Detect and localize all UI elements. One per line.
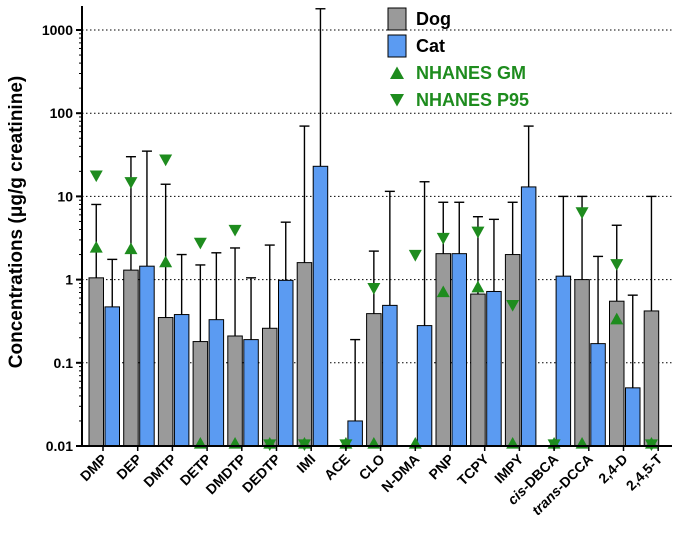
- y-tick-label: 0.01: [46, 438, 73, 454]
- dog-IMPY-bar: [504, 254, 521, 447]
- dog-DETP-bar: [192, 341, 209, 447]
- dog-TCPY-bar: [470, 293, 486, 447]
- nhanes-gm-marker-DMTP: [159, 255, 173, 268]
- legend-label: Dog: [416, 9, 451, 29]
- cat-2,4-D-bar: [625, 387, 641, 447]
- axes: [81, 6, 672, 451]
- dog-IMI-bar: [296, 262, 313, 447]
- nhanes-p95-marker-DETP: [193, 237, 207, 250]
- dog-PNP-bar: [435, 253, 451, 447]
- dog-DEP-bar: [123, 269, 139, 447]
- nhanes-p95-marker-2,4-D: [610, 259, 624, 271]
- cat-trans-DCCA-bar: [590, 343, 606, 447]
- nhanes-p95-marker-DEP: [124, 177, 138, 189]
- cat-cis-DBCA-bar: [555, 275, 572, 447]
- dog-trans-DCCA-bar: [574, 279, 590, 447]
- y-ticks: 0.01 0.1 1 10 100 1000: [42, 22, 82, 454]
- nhanes-p95-marker-DMP: [89, 170, 103, 183]
- y-tick-label: 0.1: [54, 355, 74, 371]
- x-tick-label-ACE: ACE: [321, 451, 353, 483]
- cat-DEDTP-bar: [278, 279, 294, 447]
- nhanes-gm-marker-DMP: [89, 240, 103, 253]
- cat-DMP-bar: [104, 306, 120, 447]
- legend-marker-p95: [390, 93, 404, 107]
- x-tick-label-IMI: IMI: [293, 451, 318, 476]
- nhanes-p95-marker-trans-DCCA: [575, 207, 589, 219]
- cat-DEP-bar: [139, 265, 155, 447]
- cat-DETP-bar: [208, 319, 225, 447]
- nhanes-gm-marker-TCPY: [471, 280, 485, 293]
- cat-N-DMA-bar: [416, 325, 433, 447]
- x-tick-label-2,4,5-T: 2,4,5-T: [623, 450, 666, 493]
- dog-DEDTP-bar: [262, 327, 278, 447]
- cat-DMTP-bar: [173, 314, 190, 447]
- cat-CLO-bar: [382, 304, 398, 447]
- dog-DMTP-bar: [157, 317, 174, 447]
- nhanes-p95-marker-DMDTP: [228, 224, 242, 237]
- dog-CLO-bar: [366, 313, 382, 447]
- nhanes-gm-marker-DEP: [124, 242, 138, 255]
- cat-IMPY-bar: [520, 186, 537, 447]
- y-tick-label: 10: [57, 188, 73, 204]
- dog-DMP-bar: [88, 277, 104, 447]
- x-tick-label-TCPY: TCPY: [454, 450, 492, 488]
- y-axis-title: Concentrations (μg/g creatinine): [6, 76, 27, 368]
- nhanes-p95-marker-CLO: [367, 282, 381, 295]
- dog-DMDTP-bar: [227, 335, 243, 447]
- y-tick-label: 100: [50, 105, 74, 121]
- cat-DMDTP-bar: [243, 339, 259, 447]
- legend-label: NHANES P95: [416, 90, 529, 110]
- legend: Dog Cat NHANES GM NHANES P95: [387, 7, 529, 110]
- nhanes-p95-marker-PNP: [436, 232, 450, 245]
- cat-IMI-bar: [312, 165, 329, 447]
- x-tick-label-PNP: PNP: [425, 451, 457, 483]
- nhanes-p95-marker-DMTP: [159, 154, 173, 167]
- x-tick-label-N-DMA: N-DMA: [378, 451, 422, 495]
- nhanes-gm-marker-PNP: [436, 285, 450, 298]
- nhanes-p95-marker-TCPY: [471, 226, 485, 239]
- legend-label: NHANES GM: [416, 63, 526, 83]
- x-tick-label-DMP: DMP: [77, 451, 110, 484]
- legend-marker-gm: [390, 66, 404, 80]
- legend-swatch-cat: [387, 34, 407, 58]
- legend-swatch-dog: [387, 7, 407, 31]
- legend-label: Cat: [416, 36, 445, 56]
- y-tick-label: 1: [65, 272, 73, 288]
- cat-TCPY-bar: [486, 290, 502, 447]
- dog-2,4,5-T-bar: [643, 310, 660, 447]
- nhanes-gm-marker-2,4-D: [610, 312, 624, 325]
- y-tick-label: 1000: [42, 22, 73, 38]
- nhanes-p95-marker-N-DMA: [408, 249, 422, 262]
- x-tick-label-DEDTP: DEDTP: [239, 451, 284, 496]
- nhanes-p95-marker-IMPY: [506, 299, 520, 312]
- x-tick-label-DMTP: DMTP: [140, 451, 179, 490]
- cat-PNP-bar: [451, 253, 467, 447]
